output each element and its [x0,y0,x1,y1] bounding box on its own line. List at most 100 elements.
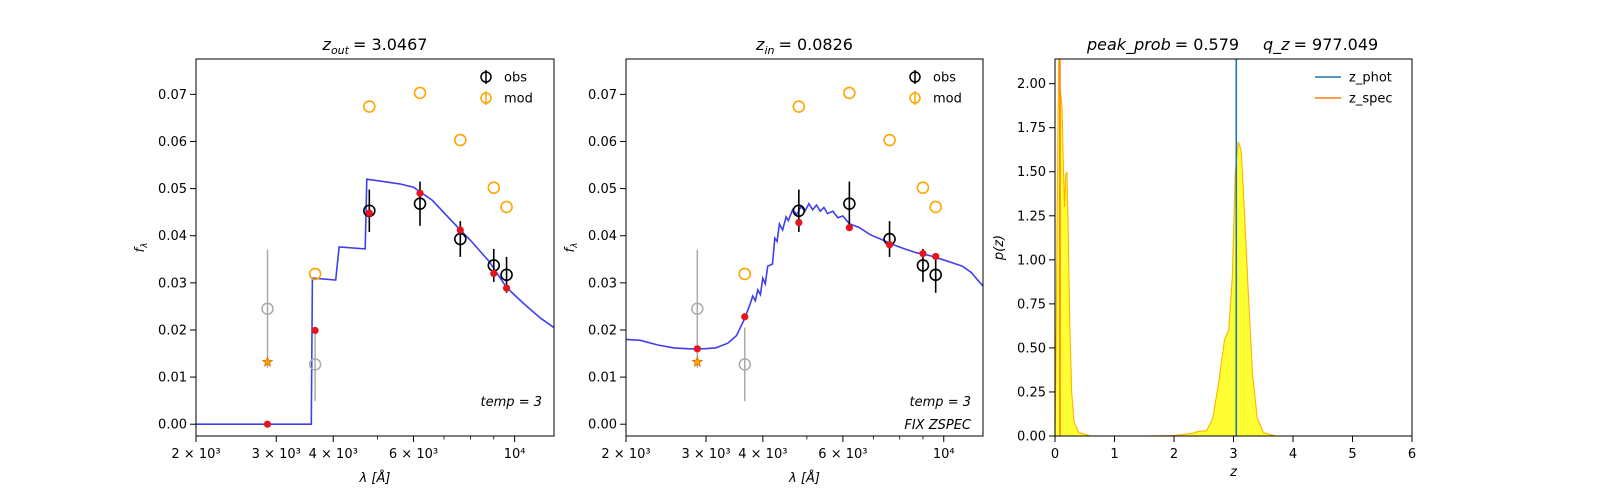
x-tick-label: 3 × 10³ [681,447,730,462]
model-spectrum-line [196,178,554,426]
x-label-text: λ [ [788,471,807,486]
mod-point [916,181,930,194]
x-tick-label: 6 [1408,447,1416,462]
model-photometry-point [885,241,894,249]
model-photometry-point [693,345,701,353]
x-tick-label: 0 [1051,447,1059,462]
y-tick-label: 0.04 [588,229,617,244]
legend-label-obs: obs [504,71,527,86]
y-tick-label: 0.00 [588,418,617,433]
excluded-obs-point [261,302,274,316]
x-tick-label: 2 × 10³ [171,447,220,462]
x-tick-label: 4 [1289,447,1297,462]
title-peak-prob: peak_prob = 0.579 [1086,35,1239,55]
mod-point [363,100,376,113]
y-tick-label: 0.06 [158,135,187,150]
annotation-text: temp = 3 [481,395,542,410]
plot-area [196,86,554,428]
model-photometry-point [741,313,749,321]
y-tick-label: 0.04 [158,229,187,244]
title-q-z-var: q_z [1263,35,1290,55]
x-axis-label: z [1229,465,1238,480]
y-tick-label: 0.02 [158,323,187,338]
excluded-obs-point [308,358,322,371]
plot-area [626,86,983,402]
legend-marker-mod [909,92,921,104]
legend-marker-obs [480,71,492,83]
axes-frame [625,58,984,437]
mod-point [792,100,806,113]
obs-point [792,204,806,218]
y-tick-label: 0.50 [1017,341,1046,356]
panel-title: zout = 3.0467 [322,35,428,57]
title-subscript: in [764,44,774,57]
x-axis-label: λ [Å] [359,470,391,486]
title-q-z: q_z = 977.049 [1263,35,1378,55]
legend-marker-obs [909,71,921,83]
y-label-subscript: λ [140,243,150,249]
y-label-subscript: λ [570,243,580,249]
legend: obs mod [909,70,962,107]
title-peak-prob-var: peak_prob [1086,35,1171,55]
title-value: = 0.0826 [778,35,852,54]
x-label-unit: Å [805,470,815,486]
x-label-close: ] [384,471,390,486]
mod-point [843,86,856,100]
mod-point [413,86,427,100]
obs-point [843,197,856,210]
x-tick-label: 3 [1229,447,1237,462]
axes-frame [195,58,555,437]
y-tick-label: 1.50 [1017,165,1046,180]
model-photometry-point [311,326,319,335]
legend: z_phot z_spec [1315,71,1393,107]
annotation-text: temp = 3 [910,395,971,410]
obs-point [413,197,427,210]
x-tick-label: 2 × 10³ [601,447,650,462]
y-tick-label: 0.05 [588,182,617,197]
y-tick-label: 0.07 [158,88,187,103]
title-peak-prob-value: = 0.579 [1175,35,1239,54]
y-tick-label: 0.25 [1017,385,1046,400]
model-photometry-point [502,284,511,292]
x-tick-label: 1 [1110,447,1118,462]
model-photometry-point [919,250,927,258]
legend-label-mod: mod [933,92,962,107]
model-photometry-point [365,209,373,217]
y-label-text: f [133,245,148,252]
x-axis-label: λ [Å] [788,470,820,486]
x-tick-label: 10⁴ [933,447,955,462]
title-subscript: out [331,44,350,57]
model-photometry-point [932,252,940,261]
obs-point [500,268,513,282]
excluded-obs-point [738,358,752,371]
x-tick-label: 4 × 10³ [738,447,787,462]
x-tick-label: 10⁴ [504,447,526,462]
y-tick-label: 2.00 [1017,77,1046,92]
x-label-unit: Å [375,470,385,486]
obs-point [929,268,942,282]
legend-label-mod: mod [504,92,533,107]
y-tick-label: 1.25 [1017,209,1046,224]
pz-curve [1055,59,1353,436]
y-tick-label: 1.75 [1017,121,1046,136]
plot-area [1055,59,1353,436]
y-axis-label: fλ [133,243,150,253]
legend-marker-mod [480,92,492,104]
y-axis-label: fλ [563,243,580,253]
legend: obs mod [480,70,533,107]
mod-star-point [261,355,274,367]
y-tick-label: 0.01 [588,371,617,386]
y-tick-label: 0.06 [588,135,617,150]
y-tick-label: 1.00 [1017,253,1046,268]
obs-point [916,259,930,272]
pz-fill-area [1055,59,1353,436]
x-tick-label: 2 [1170,447,1178,462]
y-tick-label: 0.03 [588,276,617,291]
legend-label-z_phot: z_phot [1349,71,1392,86]
mod-point [738,267,752,281]
y-tick-label: 0.01 [158,371,187,386]
y-tick-label: 0.75 [1017,297,1046,312]
model-photometry-point [263,420,272,428]
legend-label-obs: obs [933,71,956,86]
